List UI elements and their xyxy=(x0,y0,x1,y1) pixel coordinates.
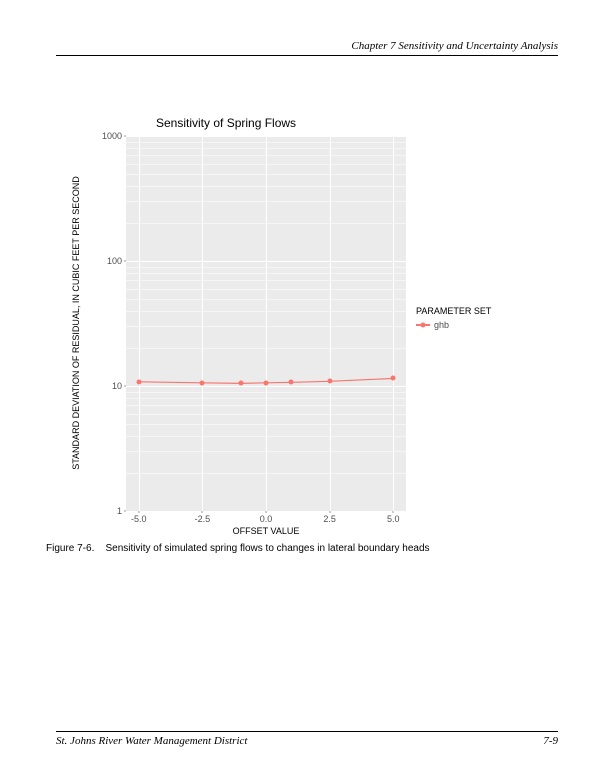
legend-title: PARAMETER SET xyxy=(416,306,491,316)
series-point-ghb xyxy=(136,379,141,384)
ytick-mark xyxy=(124,386,126,387)
page: Chapter 7 Sensitivity and Uncertainty An… xyxy=(0,0,600,777)
footer-page: 7-9 xyxy=(543,735,558,747)
legend: PARAMETER SET ghb xyxy=(416,306,491,330)
ytick-mark xyxy=(124,136,126,137)
chapter-title: Chapter 7 Sensitivity and Uncertainty An… xyxy=(351,40,558,52)
legend-swatch xyxy=(416,324,430,325)
plot-area xyxy=(126,136,406,511)
footer-org: St. Johns River Water Management Distric… xyxy=(56,735,247,747)
xtick-mark xyxy=(393,511,394,513)
page-header: Chapter 7 Sensitivity and Uncertainty An… xyxy=(56,40,558,56)
xtick-label: -5.0 xyxy=(124,514,154,524)
x-axis-title: OFFSET VALUE xyxy=(233,526,300,536)
series-point-ghb xyxy=(391,376,396,381)
ytick-label: 10 xyxy=(92,381,122,391)
xtick-mark xyxy=(329,511,330,513)
figure-caption: Figure 7-6. Sensitivity of simulated spr… xyxy=(46,543,558,554)
xtick-label: 0.0 xyxy=(251,514,281,524)
figure-text: Sensitivity of simulated spring flows to… xyxy=(105,543,429,554)
ytick-mark xyxy=(124,511,126,512)
xtick-label: -2.5 xyxy=(187,514,217,524)
ytick-label: 100 xyxy=(92,256,122,266)
xtick-label: 2.5 xyxy=(315,514,345,524)
series-point-ghb xyxy=(264,380,269,385)
xtick-label: 5.0 xyxy=(378,514,408,524)
legend-label: ghb xyxy=(434,320,449,330)
series-point-ghb xyxy=(289,380,294,385)
xtick-mark xyxy=(266,511,267,513)
xtick-mark xyxy=(202,511,203,513)
ytick-label: 1000 xyxy=(92,131,122,141)
page-footer: St. Johns River Water Management Distric… xyxy=(56,731,558,747)
series-svg xyxy=(126,136,406,511)
figure-label: Figure 7-6. xyxy=(46,543,94,554)
series-point-ghb xyxy=(238,381,243,386)
y-axis-title: STANDARD DEVIATION OF RESIDUAL, IN CUBIC… xyxy=(71,176,81,470)
series-point-ghb xyxy=(200,380,205,385)
ytick-label: 1 xyxy=(92,506,122,516)
series-point-ghb xyxy=(327,379,332,384)
legend-item-ghb: ghb xyxy=(416,320,491,330)
chart-container: Sensitivity of Spring Flows STANDARD DEV… xyxy=(46,116,506,531)
xtick-mark xyxy=(138,511,139,513)
chart-title: Sensitivity of Spring Flows xyxy=(156,116,296,130)
ytick-mark xyxy=(124,261,126,262)
